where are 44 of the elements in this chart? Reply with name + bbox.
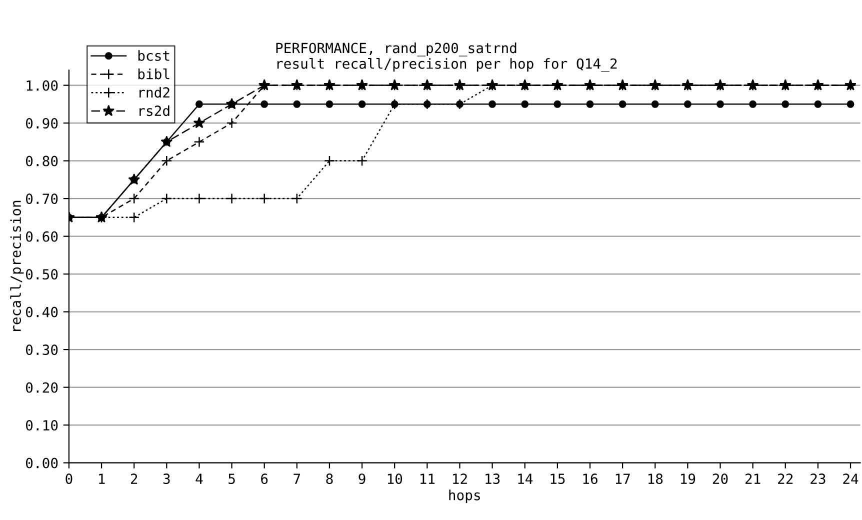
y-axis-title: recall/precision [10, 200, 24, 331]
x-tick-label: 0 [66, 474, 72, 484]
x-tick-label: 1 [99, 474, 105, 484]
x-tick-label: 3 [163, 474, 170, 484]
legend-label: bibl [138, 68, 170, 80]
legend-label: bcst [138, 50, 170, 61]
x-tick-label: 12 [453, 474, 467, 484]
x-tick-label: 24 [843, 474, 858, 484]
x-tick-label: 23 [810, 474, 826, 484]
x-tick-label: 9 [358, 474, 366, 484]
x-tick-label: 2 [130, 474, 138, 484]
x-axis-title: hops [449, 490, 480, 504]
y-tick-label: 0.80 [26, 156, 58, 166]
y-tick-label: 0.50 [26, 269, 58, 280]
y-tick-label: 0.70 [26, 194, 58, 204]
y-tick-label: 0.00 [26, 458, 58, 468]
y-tick-label: 0.20 [26, 382, 58, 393]
legend-label: rnd2 [140, 86, 170, 98]
x-tick-label: 22 [778, 474, 793, 484]
x-tick-label: 17 [616, 474, 630, 484]
x-tick-label: 20 [712, 474, 728, 484]
y-tick-label: 0.60 [26, 231, 58, 242]
x-tick-label: 4 [196, 474, 203, 484]
x-tick-label: 19 [680, 474, 696, 484]
y-tick-label: 1.00 [26, 80, 58, 91]
y-tick-label: 0.30 [26, 344, 58, 356]
x-tick-label: 13 [486, 474, 500, 484]
x-tick-label: 15 [550, 474, 565, 484]
chart-subtitle: result recall/precision per hop for Q14_2 [277, 58, 617, 72]
x-tick-label: 6 [261, 474, 268, 484]
x-tick-label: 7 [294, 474, 300, 484]
x-tick-label: 8 [326, 474, 333, 484]
x-tick-label: 14 [518, 474, 533, 484]
y-tick-label: 0.10 [26, 420, 58, 431]
chart-title: PERFORMANCE, rand_p200_satrnd [276, 42, 516, 56]
x-tick-label: 16 [583, 474, 598, 484]
x-tick-label: 11 [420, 474, 435, 484]
x-tick-label: 10 [388, 474, 402, 484]
legend-label: rs2d [140, 105, 170, 116]
x-tick-label: 18 [648, 474, 663, 484]
x-tick-label: 21 [745, 474, 760, 484]
x-tick-label: 5 [228, 474, 235, 484]
y-tick-label: 0.90 [26, 118, 58, 129]
y-tick-label: 0.40 [26, 306, 58, 318]
